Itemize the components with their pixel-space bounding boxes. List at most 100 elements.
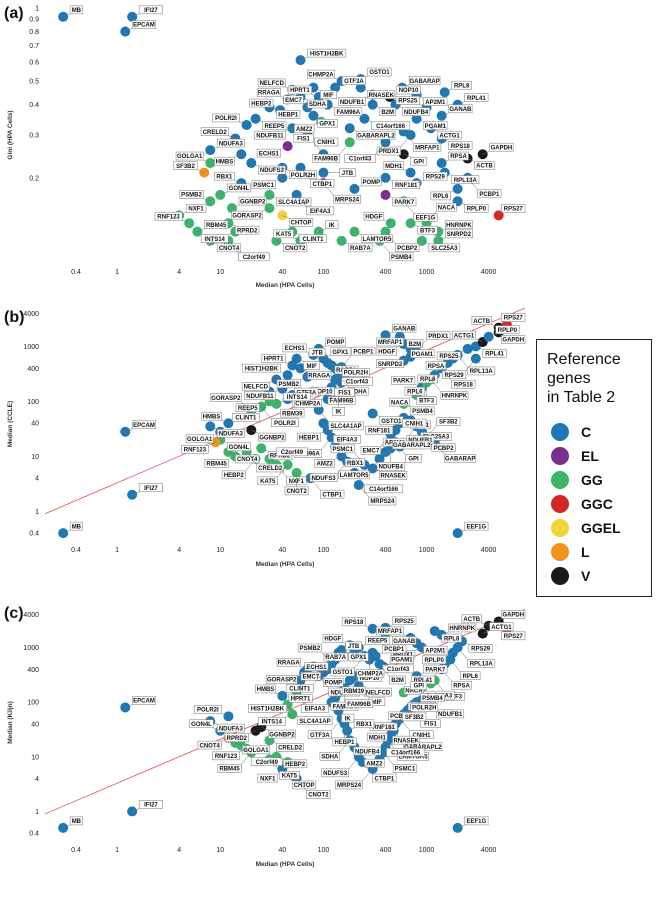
panel-a-label-box-epcam bbox=[131, 20, 157, 29]
panel-b-leader-mb bbox=[63, 529, 71, 534]
panel-a-leader-ndufb1 bbox=[365, 94, 373, 98]
panel-c-label-fis1: FIS1 bbox=[424, 722, 437, 728]
panel-b-label-box-echs1 bbox=[282, 343, 307, 353]
panel-a-label-box-fis1 bbox=[293, 133, 314, 143]
panel-b-label-ints14: INTS14 bbox=[287, 395, 308, 401]
panel-b-label-box-actb bbox=[471, 316, 492, 325]
panel-a-label-ndufb1: NDUFB1 bbox=[340, 100, 365, 106]
panel-b-label-box-sf3b2 bbox=[436, 417, 461, 426]
panel-b-label-mrfap1: MRFAP1 bbox=[378, 340, 403, 346]
panel-a-leader-psmb4 bbox=[379, 240, 390, 253]
panel-b-leader-c2orf49 bbox=[269, 455, 277, 460]
panel-c-label-fam96b: FAM96B bbox=[347, 702, 371, 708]
panel-b-leader-gabarapl2 bbox=[385, 448, 393, 453]
panel-c-label-box-mrfap1 bbox=[376, 626, 404, 636]
panel-a-x-tick-label: 4 bbox=[177, 269, 181, 276]
panel-a-label-actb: ACTB bbox=[476, 164, 493, 170]
legend-item-gg: GG bbox=[551, 470, 603, 490]
panel-a-label-box-creld2 bbox=[200, 127, 229, 136]
panel-c-label-box-gorasp2 bbox=[265, 675, 298, 684]
panel-b-label-rpl8: RPL8 bbox=[420, 377, 436, 383]
panel-c-y-tick-label: 1 bbox=[35, 809, 39, 816]
panel-b-leader-pcbp1 bbox=[341, 354, 352, 368]
panel-b-y-tick-label: 40 bbox=[31, 421, 39, 428]
panel-b-label-ndufb4: NDUFB4 bbox=[379, 464, 404, 470]
panel-c-leader-b2m bbox=[379, 663, 390, 677]
legend-title: Reference genes in Table 2 bbox=[537, 340, 651, 407]
panel-a-leader-rnasek bbox=[360, 87, 368, 91]
panel-c-leader-fam96b bbox=[338, 707, 346, 711]
panel-c-label-box-cnot2 bbox=[306, 790, 331, 799]
panel-c-label-c14orf166: C14orf166 bbox=[391, 750, 421, 756]
panel-a-label-gorasp2: GORASP2 bbox=[232, 213, 262, 219]
panel-a-label-ndufa3: NDUFA3 bbox=[219, 141, 244, 147]
panel-c-label-ggnbp2: GGNBP2 bbox=[269, 732, 295, 738]
panel-b-label-pomp: POMP bbox=[327, 340, 345, 346]
panel-b-leader-gpx1 bbox=[323, 355, 331, 359]
panel-b-label-rnf123: RNF123 bbox=[184, 447, 207, 453]
panel-c-label-rplp0: RPLP0 bbox=[424, 658, 444, 664]
panel-a-label-c2orf49: C2orf49 bbox=[243, 255, 266, 261]
panel-a-label-box-rab7a bbox=[348, 243, 373, 253]
panel-c-label-ndufb1: NDUFB1 bbox=[438, 712, 463, 718]
panel-b-label-box-mb bbox=[69, 521, 83, 531]
panel-a-label-box-hebp2 bbox=[249, 98, 274, 108]
panel-b-label-rraga: RRAGA bbox=[308, 373, 331, 379]
panel-a-label-slc4a1ap: SLC4A1AP bbox=[278, 200, 309, 206]
panel-b-leader-golga1 bbox=[213, 431, 221, 435]
panel-a-label-box-amz2 bbox=[294, 124, 315, 134]
panel-a-label-fam96a: FAM96A bbox=[336, 110, 360, 116]
panel-b-label-box-amz2 bbox=[314, 459, 335, 468]
panel-c-label-box-gon4l bbox=[189, 719, 214, 729]
panel-c-label-sf3b2: SF3B2 bbox=[405, 715, 424, 721]
panel-b-leader-rps29 bbox=[465, 358, 476, 371]
panel-a-label-box-clint1 bbox=[299, 234, 327, 243]
panel-a-label-rraga: RRAGA bbox=[258, 91, 281, 97]
panel-a-leader-rpl6 bbox=[450, 188, 458, 193]
panel-c-leader-sf3b2 bbox=[395, 720, 403, 725]
panel-b-label-hnrnpk: HNRNPK bbox=[442, 394, 468, 400]
panel-b-label-sf3b2: SF3B2 bbox=[439, 420, 458, 426]
legend-item-c: C bbox=[551, 422, 591, 442]
panel-a-leader-polr2i bbox=[239, 121, 247, 126]
panel-c-label-box-rpsa bbox=[451, 680, 472, 690]
panel-a-label-golga1: GOLGA1 bbox=[177, 154, 203, 160]
panel-b-label-box-rpsa bbox=[425, 361, 447, 370]
panel-a-label-box-pcbp2 bbox=[395, 243, 420, 252]
panel-c-label-box-gtf3a bbox=[307, 730, 332, 739]
panel-b-label-rnf181: RNF181 bbox=[368, 428, 391, 434]
panel-a-leader-rnf123 bbox=[182, 219, 190, 224]
panel-c-label-gtf3a: GTF3A bbox=[310, 733, 330, 739]
panel-b-label-box-gon4l bbox=[226, 442, 252, 452]
panel-b-label-box-rps29 bbox=[441, 370, 467, 379]
panel-b-leader-psmc1 bbox=[354, 452, 365, 465]
panel-a-label-sdha: SDHA bbox=[309, 102, 327, 108]
panel-b-label-epcam: EPCAM bbox=[133, 423, 155, 429]
panel-c-label-box-mdh1 bbox=[367, 732, 388, 742]
panel-a-label-chmp2a: CHMP2A bbox=[308, 72, 334, 78]
legend-title-line1: Reference genes bbox=[547, 351, 621, 387]
panel-c-label-ctbp1: CTBP1 bbox=[375, 776, 395, 782]
panel-a-x-tick-label: 100 bbox=[318, 269, 330, 276]
panel-b-leader-psmb2 bbox=[300, 376, 308, 381]
panel-a-leader-lamtor5 bbox=[354, 231, 362, 235]
panel-a-label-box-c1orf43 bbox=[344, 153, 376, 163]
panel-a-leader-fis1 bbox=[313, 142, 324, 155]
panel-b-label-gsto1: GSTO1 bbox=[381, 419, 402, 425]
panel-c-label-rbm39: RBM39 bbox=[344, 689, 365, 695]
panel-b-leader-ints14 bbox=[276, 400, 284, 405]
panel-c-label-box-chmp2a bbox=[356, 669, 385, 678]
panel-a-label-ganab: GANAB bbox=[449, 107, 472, 113]
panel-b-leader-c14orf166 bbox=[354, 472, 365, 486]
panel-a-leader-emc7 bbox=[303, 103, 314, 116]
panel-a-leader-snrpd2 bbox=[438, 237, 446, 242]
panel-c-label-box-rbx1 bbox=[353, 719, 375, 729]
panel-a-label-hist1h2bk: HIST1H2BK bbox=[310, 51, 344, 57]
panel-c-leader-golga1 bbox=[235, 742, 243, 747]
panel-a-label-box-cnot4 bbox=[216, 243, 242, 253]
panel-a-leader-rprd2 bbox=[228, 222, 236, 227]
panel-a-label-box-hdgf bbox=[363, 211, 385, 221]
legend-label-c: C bbox=[581, 424, 592, 440]
panel-a-label-polr2i: POLR2I bbox=[215, 116, 237, 122]
panel-a-label-box-pgam1 bbox=[423, 121, 448, 131]
